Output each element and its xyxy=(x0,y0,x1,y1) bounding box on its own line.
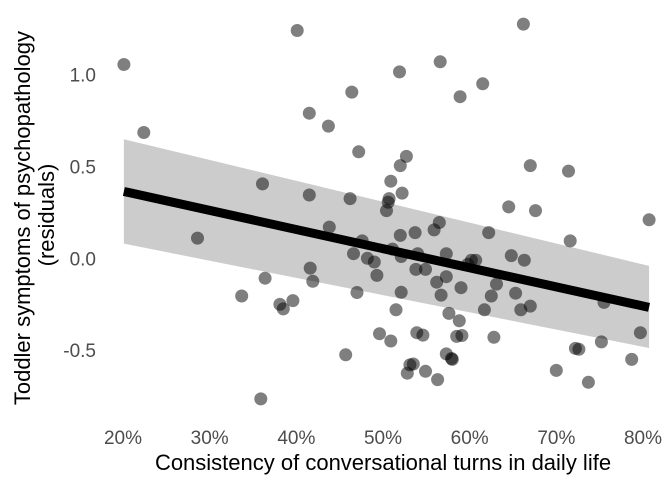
data-point xyxy=(517,253,531,267)
data-point xyxy=(254,392,268,406)
data-point xyxy=(439,247,453,261)
data-point xyxy=(452,314,466,328)
data-point xyxy=(395,186,409,200)
x-tick-label: 80% xyxy=(624,428,662,449)
data-point xyxy=(523,159,537,173)
data-point xyxy=(290,24,304,37)
data-point xyxy=(581,375,595,389)
data-point xyxy=(453,90,467,104)
data-point xyxy=(303,261,317,275)
data-point xyxy=(191,231,204,245)
data-point xyxy=(393,65,406,79)
data-points-layer xyxy=(117,17,656,406)
data-point xyxy=(642,213,656,227)
data-point xyxy=(137,126,151,139)
data-point xyxy=(343,192,357,206)
data-point xyxy=(321,119,335,133)
y-axis-title-line-1: Toddler symptoms of psychopathology xyxy=(10,31,35,405)
x-tick-label: 50% xyxy=(364,428,402,449)
data-point xyxy=(408,226,422,240)
data-point xyxy=(419,364,432,378)
data-point xyxy=(431,373,445,387)
data-point xyxy=(549,363,563,377)
data-point xyxy=(594,335,608,349)
x-tick-label: 70% xyxy=(537,428,575,449)
data-point xyxy=(433,55,447,69)
y-tick-label: 0.5 xyxy=(70,157,96,178)
regression-line xyxy=(122,187,651,312)
data-point xyxy=(393,228,407,242)
data-point xyxy=(235,289,249,303)
data-point xyxy=(482,226,496,240)
data-point xyxy=(347,247,360,261)
data-point xyxy=(633,326,647,340)
x-axis-tick-labels: 20% 30% 40% 50% 60% 70% 80% xyxy=(104,428,662,449)
data-point xyxy=(393,159,407,173)
data-point xyxy=(490,277,503,291)
data-point xyxy=(454,281,468,295)
data-point xyxy=(416,328,430,342)
data-point xyxy=(516,17,530,31)
y-tick-label: 0.0 xyxy=(70,249,96,270)
data-point xyxy=(306,274,320,288)
data-point xyxy=(117,58,131,71)
data-point xyxy=(477,303,491,317)
data-point xyxy=(350,286,364,299)
data-point xyxy=(373,327,386,341)
x-axis-title: Consistency of conversational turns in d… xyxy=(155,450,611,475)
data-point xyxy=(432,216,446,229)
data-point xyxy=(572,342,586,356)
data-point xyxy=(409,262,423,276)
data-point xyxy=(370,268,384,282)
data-point xyxy=(302,188,316,202)
y-tick-label: -0.5 xyxy=(63,341,96,362)
data-point xyxy=(562,164,575,178)
data-point xyxy=(430,275,444,289)
data-point xyxy=(502,200,516,214)
data-point xyxy=(367,255,381,269)
data-point xyxy=(563,234,577,248)
y-tick-label: 1.0 xyxy=(70,66,96,87)
data-point xyxy=(469,253,483,267)
data-point xyxy=(625,352,639,366)
data-point xyxy=(352,145,366,159)
data-point xyxy=(445,352,459,366)
data-point xyxy=(384,334,398,348)
data-point xyxy=(302,106,316,120)
data-point xyxy=(523,299,537,313)
x-tick-label: 60% xyxy=(451,428,489,449)
data-point xyxy=(434,288,448,302)
x-tick-label: 30% xyxy=(191,428,229,449)
data-point xyxy=(276,302,290,316)
data-point xyxy=(382,192,396,206)
data-point xyxy=(394,285,408,299)
data-point xyxy=(256,177,269,191)
data-point xyxy=(406,357,420,371)
data-point xyxy=(487,330,501,344)
y-axis-tick-labels: 1.0 0.5 0.0 -0.5 xyxy=(63,66,96,363)
data-point xyxy=(439,270,453,284)
data-point xyxy=(419,262,432,276)
x-tick-label: 40% xyxy=(277,428,315,449)
fit-line-layer xyxy=(122,187,651,312)
data-point xyxy=(455,329,469,342)
y-axis-title-line-2: (residuals) xyxy=(34,164,59,267)
data-point xyxy=(476,77,490,91)
y-axis-title: Toddler symptoms of psychopathology (res… xyxy=(10,25,59,405)
data-point xyxy=(286,294,300,308)
x-tick-label: 20% xyxy=(104,428,142,449)
data-point xyxy=(504,249,518,263)
data-point xyxy=(399,149,413,163)
data-point xyxy=(509,286,523,300)
data-point xyxy=(384,174,398,188)
data-point xyxy=(339,348,353,362)
data-point xyxy=(389,303,403,317)
data-point xyxy=(322,220,336,234)
data-point xyxy=(258,271,272,285)
data-point xyxy=(442,306,456,320)
data-point xyxy=(484,289,498,303)
data-point xyxy=(529,204,542,218)
data-point xyxy=(345,85,359,99)
